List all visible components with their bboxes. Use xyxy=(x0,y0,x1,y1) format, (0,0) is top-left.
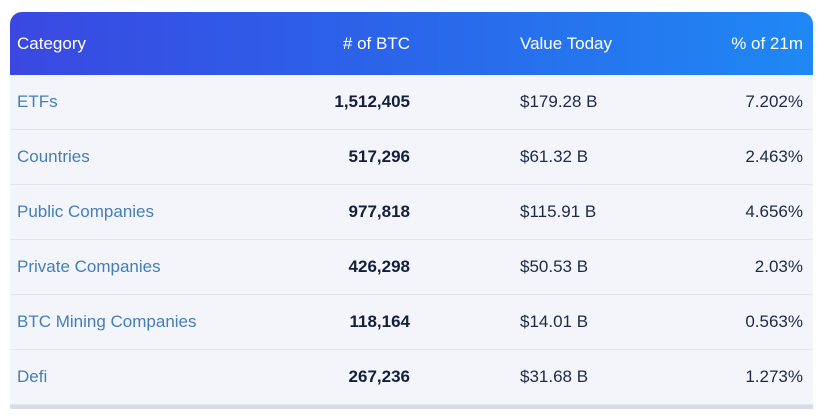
btc-cell: 267,236 xyxy=(348,367,410,386)
column-header-value-today: Value Today xyxy=(520,33,612,53)
btc-cell: 977,818 xyxy=(348,202,410,221)
table-row: BTC Mining Companies 118,164 $14.01 B 0.… xyxy=(10,295,813,350)
value-cell: $115.91 B xyxy=(520,202,597,221)
pct-cell: 4.656% xyxy=(745,202,803,221)
btc-cell: 517,296 xyxy=(348,147,410,166)
category-link-etfs[interactable]: ETFs xyxy=(17,92,58,111)
value-cell: $50.53 B xyxy=(520,257,589,276)
table-row: Public Companies 977,818 $115.91 B 4.656… xyxy=(10,185,813,240)
table-bottom-edge xyxy=(10,405,813,409)
category-link-private-companies[interactable]: Private Companies xyxy=(17,257,161,276)
category-link-defi[interactable]: Defi xyxy=(17,367,48,386)
btc-cell: 426,298 xyxy=(348,257,410,276)
column-header-category: Category xyxy=(17,33,86,53)
value-cell: $179.28 B xyxy=(520,92,598,111)
table-header-row: Category # of BTC Value Today % of 21m xyxy=(10,12,813,75)
table-row: ETFs 1,512,405 $179.28 B 7.202% xyxy=(10,75,813,130)
category-link-btc-mining-companies[interactable]: BTC Mining Companies xyxy=(17,312,197,331)
table-row: Countries 517,296 $61.32 B 2.463% xyxy=(10,130,813,185)
table-row: Defi 267,236 $31.68 B 1.273% xyxy=(10,350,813,405)
btc-cell: 1,512,405 xyxy=(334,92,410,111)
pct-cell: 1.273% xyxy=(745,367,803,386)
btc-holdings-table: Category # of BTC Value Today % of 21m E… xyxy=(10,12,813,409)
table-row: Private Companies 426,298 $50.53 B 2.03% xyxy=(10,240,813,295)
value-cell: $61.32 B xyxy=(520,147,589,166)
pct-cell: 2.463% xyxy=(745,147,803,166)
column-header-pct-21m: % of 21m xyxy=(731,33,803,53)
column-header-btc: # of BTC xyxy=(342,33,410,53)
btc-cell: 118,164 xyxy=(349,312,410,331)
pct-cell: 7.202% xyxy=(745,92,803,111)
pct-cell: 0.563% xyxy=(745,312,803,331)
category-link-public-companies[interactable]: Public Companies xyxy=(17,202,155,221)
value-cell: $14.01 B xyxy=(520,312,589,331)
category-link-countries[interactable]: Countries xyxy=(17,147,90,166)
pct-cell: 2.03% xyxy=(754,257,803,276)
value-cell: $31.68 B xyxy=(520,367,589,386)
